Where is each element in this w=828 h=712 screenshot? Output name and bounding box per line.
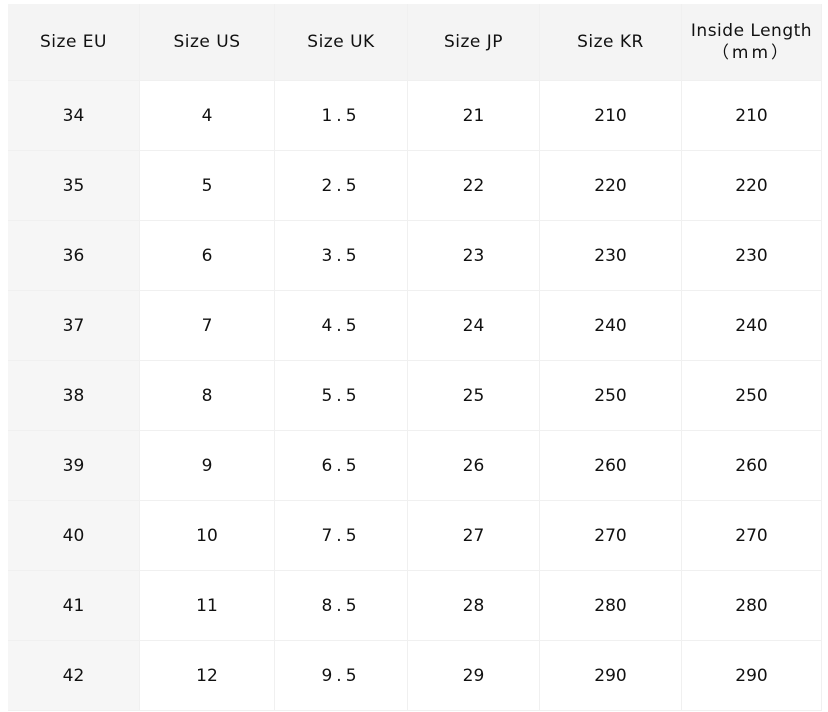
header-text: Size KR bbox=[577, 32, 644, 52]
table-cell: 260 bbox=[682, 431, 822, 501]
table-cell: 260 bbox=[540, 431, 682, 501]
table-cell: 36 bbox=[8, 221, 140, 291]
table-cell: 7 bbox=[140, 291, 275, 361]
table-cell: 11 bbox=[140, 571, 275, 641]
header-cell: Size KR bbox=[540, 4, 682, 81]
table-cell: 21 bbox=[408, 81, 540, 151]
table-cell: 270 bbox=[682, 501, 822, 571]
table-cell: 240 bbox=[540, 291, 682, 361]
header-cell: Size JP bbox=[408, 4, 540, 81]
size-table: Size EU Size US Size UK Size JP Size KR Insid… bbox=[8, 4, 822, 711]
table-cell: 39 bbox=[8, 431, 140, 501]
table-cell: 230 bbox=[682, 221, 822, 291]
table-cell: 41 bbox=[8, 571, 140, 641]
table-cell: 34 bbox=[8, 81, 140, 151]
table-cell: 290 bbox=[682, 641, 822, 711]
table-cell: 28 bbox=[408, 571, 540, 641]
table-cell: 10 bbox=[140, 501, 275, 571]
table-cell: 250 bbox=[540, 361, 682, 431]
table-cell: 5 bbox=[140, 151, 275, 221]
table-cell: 1.5 bbox=[275, 81, 408, 151]
table-cell: 24 bbox=[408, 291, 540, 361]
table-cell: 6 bbox=[140, 221, 275, 291]
header-text: Inside Length bbox=[690, 21, 813, 41]
table-cell: 270 bbox=[540, 501, 682, 571]
table-cell: 27 bbox=[408, 501, 540, 571]
table-cell: 250 bbox=[682, 361, 822, 431]
table-cell: 210 bbox=[540, 81, 682, 151]
header-text: Size EU bbox=[40, 32, 107, 52]
table-cell: 6.5 bbox=[275, 431, 408, 501]
table-cell: 40 bbox=[8, 501, 140, 571]
table-cell: 29 bbox=[408, 641, 540, 711]
table-cell: 38 bbox=[8, 361, 140, 431]
table-cell: 3.5 bbox=[275, 221, 408, 291]
table-cell: 240 bbox=[682, 291, 822, 361]
header-text: （mm） bbox=[711, 43, 792, 63]
table-cell: 8.5 bbox=[275, 571, 408, 641]
table-cell: 26 bbox=[408, 431, 540, 501]
header-text: Size US bbox=[173, 32, 241, 52]
table-cell: 290 bbox=[540, 641, 682, 711]
table-cell: 220 bbox=[540, 151, 682, 221]
header-cell: Size EU bbox=[8, 4, 140, 81]
table-cell: 210 bbox=[682, 81, 822, 151]
table-cell: 22 bbox=[408, 151, 540, 221]
header-cell: Size UK bbox=[275, 4, 408, 81]
table-cell: 25 bbox=[408, 361, 540, 431]
header-cell: Size US bbox=[140, 4, 275, 81]
table-cell: 42 bbox=[8, 641, 140, 711]
table-cell: 220 bbox=[682, 151, 822, 221]
table-cell: 9 bbox=[140, 431, 275, 501]
table-cell: 2.5 bbox=[275, 151, 408, 221]
table-cell: 4 bbox=[140, 81, 275, 151]
header-text: Size UK bbox=[307, 32, 375, 52]
table-cell: 12 bbox=[140, 641, 275, 711]
table-cell: 7.5 bbox=[275, 501, 408, 571]
table-cell: 23 bbox=[408, 221, 540, 291]
table-cell: 4.5 bbox=[275, 291, 408, 361]
table-cell: 280 bbox=[540, 571, 682, 641]
table-cell: 8 bbox=[140, 361, 275, 431]
header-text: Size JP bbox=[443, 32, 504, 52]
table-cell: 280 bbox=[682, 571, 822, 641]
table-cell: 230 bbox=[540, 221, 682, 291]
table-cell: 35 bbox=[8, 151, 140, 221]
table-cell: 37 bbox=[8, 291, 140, 361]
header-cell: Inside Length （mm） bbox=[682, 4, 822, 81]
table-cell: 9.5 bbox=[275, 641, 408, 711]
table-cell: 5.5 bbox=[275, 361, 408, 431]
